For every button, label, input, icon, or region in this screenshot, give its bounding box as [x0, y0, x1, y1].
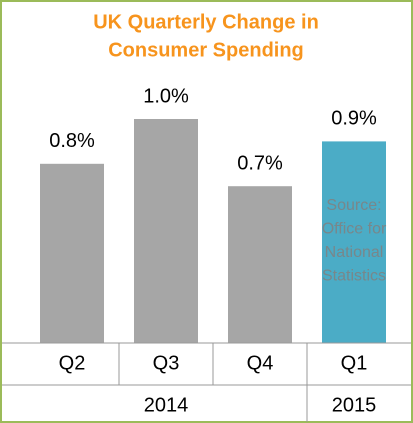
chart-title: Consumer Spending	[108, 39, 304, 61]
bar	[40, 163, 104, 343]
data-label: 0.8%	[49, 130, 95, 152]
data-label: 0.7%	[237, 152, 283, 174]
x-tick-label: Q3	[153, 352, 180, 374]
x-tick-label: Q1	[341, 352, 368, 374]
source-note: National	[325, 244, 384, 261]
x-tick-label: Q4	[247, 352, 274, 374]
chart-title: UK Quarterly Change in	[93, 11, 319, 33]
source-note: Statistics	[322, 268, 386, 285]
bar	[228, 186, 292, 343]
group-label: 2015	[332, 394, 377, 416]
source-note: Source:	[326, 197, 381, 214]
x-tick-label: Q2	[59, 352, 86, 374]
data-label: 0.9%	[331, 108, 377, 130]
group-label: 2014	[144, 394, 189, 416]
data-label: 1.0%	[143, 85, 189, 107]
bar	[134, 119, 198, 343]
source-note: Office for	[322, 221, 387, 238]
bar	[322, 141, 386, 343]
